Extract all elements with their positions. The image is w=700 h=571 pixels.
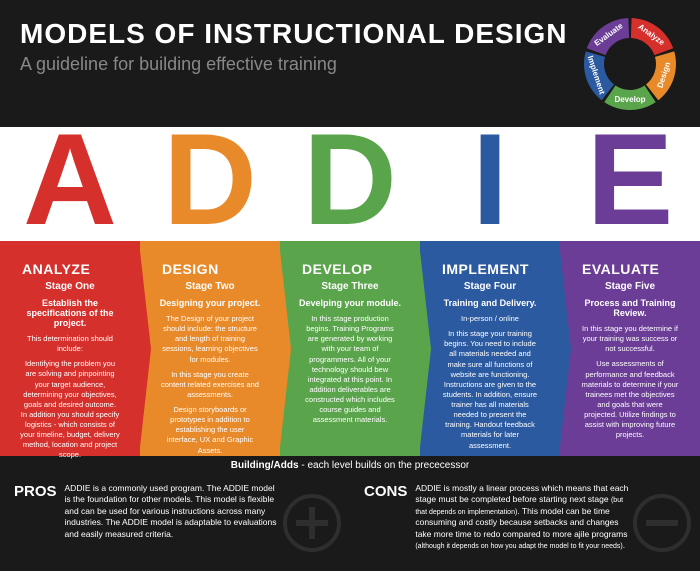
arrow-head-icon xyxy=(559,242,571,456)
addie-letters-row: ADDIE xyxy=(0,121,700,241)
letter-d-2: D xyxy=(280,121,420,241)
addie-cycle-wheel: AnalyzeDesignDevelopImplementEvaluate xyxy=(580,14,680,114)
letter-d-1: D xyxy=(140,121,280,241)
stage-title: DEVELOP xyxy=(302,261,410,277)
minus-icon xyxy=(632,493,692,553)
stage-subtitle: Designing your project. xyxy=(150,298,270,308)
stage-develop: DEVELOP Stage Three Develping your module.… xyxy=(280,241,420,456)
stage-body: In this stage you determine if your trai… xyxy=(570,324,690,440)
stage-number: Stage Two xyxy=(150,281,270,292)
stage-number: Stage Four xyxy=(430,281,550,292)
stage-number: Stage Five xyxy=(570,281,690,292)
stage-evaluate: EVALUATE Stage Five Process and Training R… xyxy=(560,241,700,456)
stage-body: The Design of your project should includ… xyxy=(150,314,270,456)
building-label: Building/Adds xyxy=(231,460,299,471)
stage-body: In this stage production begins. Trainin… xyxy=(290,314,410,425)
stage-title: IMPLEMENT xyxy=(442,261,550,277)
stage-number: Stage One xyxy=(10,281,130,292)
stage-body: This determination should include:Identi… xyxy=(10,334,130,461)
wheel-label-develop: Develop xyxy=(614,95,645,104)
pros-column: PROS ADDIE is a commonly used program. T… xyxy=(0,475,350,571)
stage-title: DESIGN xyxy=(162,261,270,277)
header-band: MODELS OF INSTRUCTIONAL DESIGN A guideli… xyxy=(0,0,700,127)
building-text: - each level builds on the prececessor xyxy=(299,460,470,471)
letter-e-4: E xyxy=(560,121,700,241)
cons-column: CONS ADDIE is mostly a linear process wh… xyxy=(350,475,700,571)
stage-title: EVALUATE xyxy=(582,261,690,277)
stage-number: Stage Three xyxy=(290,281,410,292)
letter-i-3: I xyxy=(420,121,560,241)
pros-label: PROS xyxy=(14,483,57,500)
stage-implement: IMPLEMENT Stage Four Training and Delivery… xyxy=(420,241,560,456)
stage-analyze: ANALYZE Stage One Establish the specificat… xyxy=(0,241,140,456)
letter-a-0: A xyxy=(0,121,140,241)
stage-subtitle: Process and Training Review. xyxy=(570,298,690,318)
plus-icon xyxy=(282,493,342,553)
cons-label: CONS xyxy=(364,483,407,500)
pros-cons-row: PROS ADDIE is a commonly used program. T… xyxy=(0,475,700,571)
stage-design: DESIGN Stage Two Designing your project. Th… xyxy=(140,241,280,456)
arrow-head-icon xyxy=(139,242,151,456)
stage-subtitle: Training and Delivery. xyxy=(430,298,550,308)
stage-subtitle: Develping your module. xyxy=(290,298,410,308)
arrow-head-icon xyxy=(279,242,291,456)
arrow-head-icon xyxy=(419,242,431,456)
stage-body: In-person / onlineIn this stage your tra… xyxy=(430,314,550,451)
stage-title: ANALYZE xyxy=(22,261,130,277)
stage-subtitle: Establish the specifications of the proj… xyxy=(10,298,130,328)
stages-row: ANALYZE Stage One Establish the specificat… xyxy=(0,241,700,456)
